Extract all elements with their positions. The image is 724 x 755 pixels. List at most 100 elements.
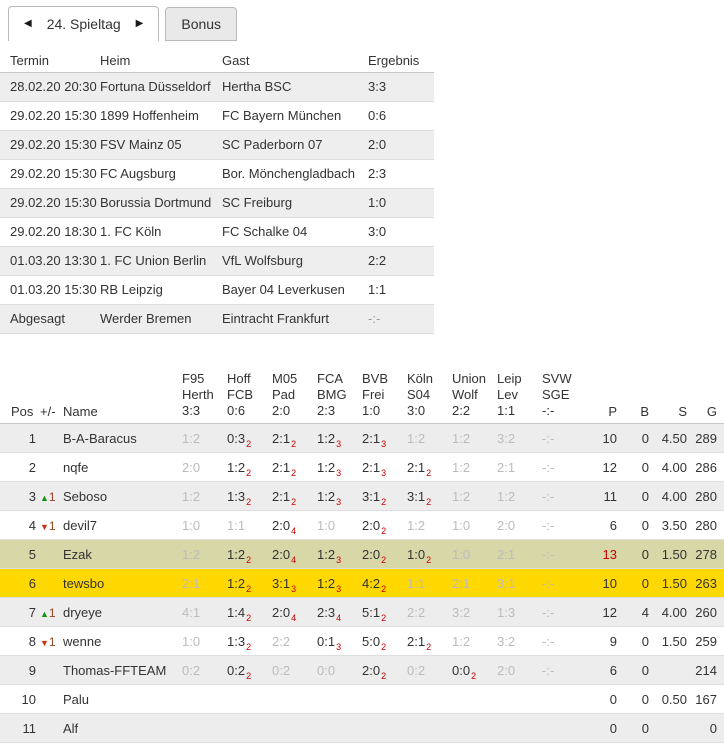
match-header-result: 3:3 — [182, 403, 201, 418]
tips-cells: 1:2 1:32 2:12 1:23 3:12 3:12 1:2 1:2 -:- — [182, 482, 587, 510]
player-name[interactable]: wenne — [63, 634, 102, 649]
total-cell: 259 — [695, 634, 717, 649]
tip-cell: 2:12 — [407, 453, 452, 481]
position-change-icon: ▼ — [40, 638, 49, 648]
player-name[interactable]: tewsbo — [63, 576, 105, 591]
tip-score: 4:1 — [182, 605, 201, 620]
player-name[interactable]: Ezak — [63, 547, 92, 562]
position-change-cell: ▼1 — [40, 627, 62, 655]
tips-cells: 2:1 1:22 3:13 1:23 4:22 1:1 2:1 3:1 -:- — [182, 569, 587, 597]
fixture-row: 01.03.20 13:30 1. FC Union Berlin VfL Wo… — [0, 247, 434, 276]
fixture-result: 2:3 — [368, 166, 387, 181]
position-change-value: 1 — [48, 490, 56, 504]
tip-points: 3 — [381, 439, 387, 449]
position-cell: 9 — [28, 663, 36, 678]
tip-score: 1:2 — [317, 489, 336, 504]
prev-matchday-icon[interactable]: ◀ — [24, 18, 32, 29]
player-name[interactable]: Seboso — [63, 489, 108, 504]
tip-score: 2:1 — [362, 431, 381, 446]
tip-score: 1:0 — [182, 634, 201, 649]
s-cell: 4.00 — [661, 460, 687, 475]
fixture-kickoff: 28.02.20 20:30 — [10, 79, 97, 94]
position-change-cell — [40, 540, 62, 568]
bonus-cell: 0 — [641, 460, 649, 475]
tip-points: 4 — [336, 613, 342, 623]
standings-body: 1 B-A-Baracus 1:2 0:32 2:12 1:23 2:13 1:… — [0, 424, 724, 743]
fixture-home-team: FC Augsburg — [100, 166, 176, 181]
tip-cell: 1:32 — [227, 482, 272, 510]
tab-matchday[interactable]: ◀ 24. Spieltag ▶ — [8, 6, 160, 41]
position-change-value: 1 — [48, 635, 56, 649]
player-name[interactable]: Thomas-FFTEAM — [63, 663, 167, 678]
total-cell: 286 — [695, 460, 717, 475]
fixture-result: 1:1 — [368, 282, 387, 297]
tip-score: 4:2 — [362, 576, 381, 591]
tips-cells: 1:0 1:1 2:04 1:0 2:02 1:2 1:0 2:0 -:- — [182, 511, 587, 539]
fixture-row: 29.02.20 15:30 FC Augsburg Bor. Möncheng… — [0, 160, 434, 189]
standings-header-s: S — [678, 404, 687, 419]
fixture-result: 2:2 — [368, 253, 387, 268]
player-name[interactable]: Alf — [63, 721, 79, 736]
tip-points: 2 — [426, 555, 432, 565]
player-name[interactable]: Palu — [63, 692, 90, 707]
tip-cell: 3:2 — [497, 627, 542, 655]
fixtures-header-gast: Gast — [222, 53, 250, 68]
tip-score: 3:2 — [497, 634, 516, 649]
tip-cell: 3:12 — [407, 482, 452, 510]
fixture-result: 0:6 — [368, 108, 387, 123]
tip-score: 2:3 — [317, 605, 336, 620]
tab-bonus[interactable]: Bonus — [165, 7, 238, 41]
bonus-cell: 4 — [641, 605, 649, 620]
player-name[interactable]: B-A-Baracus — [63, 431, 137, 446]
next-matchday-icon[interactable]: ▶ — [135, 18, 144, 29]
fixture-kickoff: 01.03.20 13:30 — [10, 253, 97, 268]
bonus-cell: 0 — [641, 518, 649, 533]
standings-header-change: +/- — [40, 404, 56, 419]
fixture-home-team: Borussia Dortmund — [100, 195, 212, 210]
match-header-result: 1:1 — [497, 403, 516, 418]
tip-score: 2:1 — [497, 460, 516, 475]
tip-points: 2 — [426, 642, 432, 652]
total-cell: 289 — [695, 431, 717, 446]
position-cell: 6 — [28, 576, 36, 591]
match-header-away: Frei — [362, 387, 385, 402]
points-cell: 13 — [602, 547, 617, 562]
match-header-result: 1:0 — [362, 403, 381, 418]
tip-cell: 2:12 — [272, 424, 317, 452]
match-header-home: Leip — [497, 371, 522, 386]
tip-cell: 4:22 — [362, 569, 407, 597]
tip-cell: 1:2 — [182, 540, 227, 568]
tip-score: 1:2 — [407, 431, 426, 446]
tip-score: 2:0 — [272, 518, 291, 533]
points-cell: 10 — [602, 431, 617, 446]
standings-row: 4 ▼1 devil7 1:0 1:1 2:04 1:0 2:02 1:2 1:… — [0, 511, 724, 540]
fixture-result: 3:3 — [368, 79, 387, 94]
match-header-result: 2:2 — [452, 403, 471, 418]
s-cell — [649, 714, 687, 742]
fixture-row: 29.02.20 18:30 1. FC Köln FC Schalke 04 … — [0, 218, 434, 247]
tip-cell: -:- — [542, 482, 587, 510]
tip-points: 2 — [246, 555, 252, 565]
s-cell: 3.50 — [661, 518, 687, 533]
standings-row: 11 Alf 0 0 0 — [0, 714, 724, 743]
player-name[interactable]: dryeye — [63, 605, 103, 620]
standings-row: 10 Palu 0 0 0.50 167 — [0, 685, 724, 714]
tip-points: 3 — [336, 468, 342, 478]
total-cell: 278 — [695, 547, 717, 562]
tip-points: 3 — [336, 555, 342, 565]
fixture-row: Abgesagt Werder Bremen Eintracht Frankfu… — [0, 305, 434, 334]
tip-cell: 1:0 — [452, 540, 497, 568]
tip-points: 2 — [246, 468, 252, 478]
match-header: BVB Frei 1:0 — [362, 371, 407, 419]
standings-row: 1 B-A-Baracus 1:2 0:32 2:12 1:23 2:13 1:… — [0, 424, 724, 453]
s-cell — [649, 656, 687, 684]
matchday-tab-label: 24. Spieltag — [46, 16, 121, 32]
tip-cell: 1:2 — [407, 511, 452, 539]
fixture-row: 29.02.20 15:30 FSV Mainz 05 SC Paderborn… — [0, 131, 434, 160]
player-name[interactable]: nqfe — [63, 460, 89, 475]
tip-points: 3 — [336, 439, 342, 449]
tip-cell: -:- — [542, 540, 587, 568]
fixture-row: 29.02.20 15:30 Borussia Dortmund SC Frei… — [0, 189, 434, 218]
player-name[interactable]: devil7 — [63, 518, 97, 533]
tip-cell: 2:13 — [362, 453, 407, 481]
